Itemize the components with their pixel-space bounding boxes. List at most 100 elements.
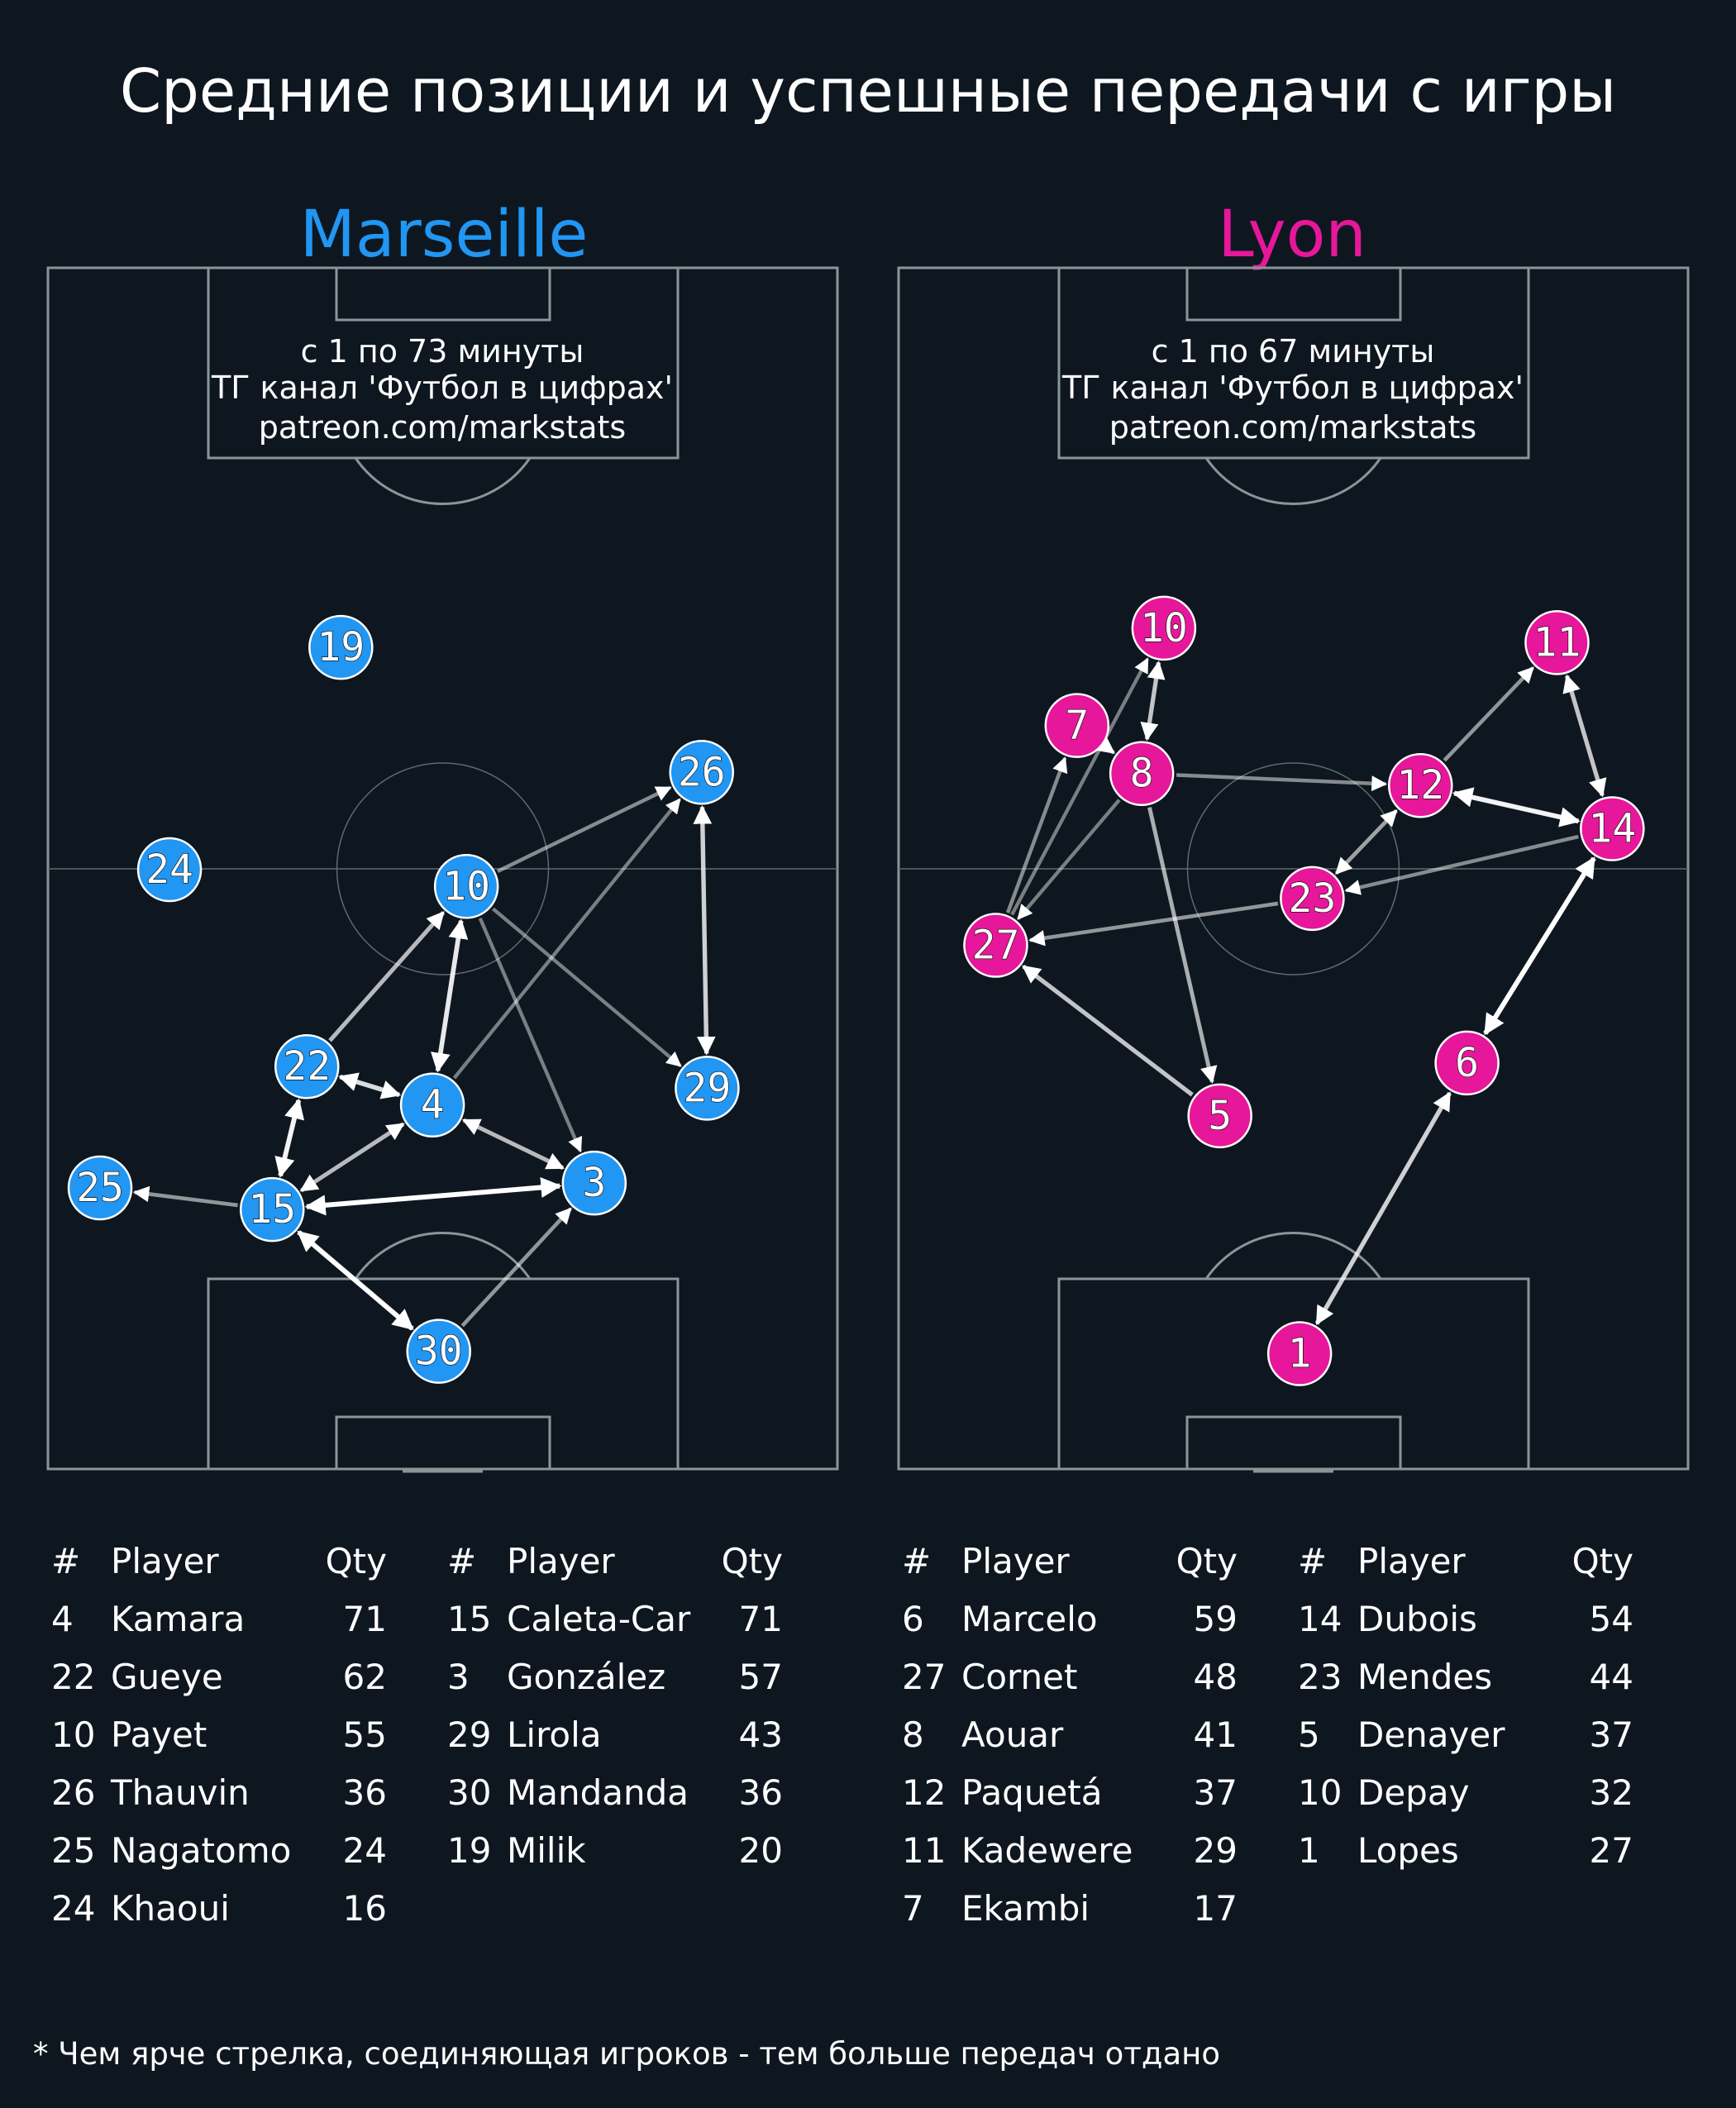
table-cell-qty: 71 (739, 1599, 783, 1639)
pass-arrow-8-to-5 (1147, 807, 1218, 1084)
footnote: * Чем ярче стрелка, соединяющая игроков … (33, 2036, 1220, 2072)
pass-arrow-10-to-8 (1140, 661, 1166, 742)
team-name-lyon: Lyon (1218, 198, 1366, 272)
pass-arrow-4-to-3 (461, 1118, 565, 1171)
player-marker (1388, 752, 1453, 818)
table-cell-player: Dubois (1357, 1599, 1477, 1639)
player-node-6: 6 (1434, 1030, 1500, 1096)
table-cell-number: 25 (51, 1830, 95, 1871)
table-cell-player: Mandanda (507, 1772, 689, 1813)
pass-arrow-30-to-15 (297, 1230, 414, 1331)
table-header: Qty (1176, 1541, 1238, 1581)
table-cell-qty: 24 (343, 1830, 387, 1871)
player-node-1: 1 (1266, 1321, 1333, 1386)
pass-arrow-27-to-10 (1010, 657, 1150, 916)
table-header: # (51, 1541, 80, 1581)
player-number: 1 (1288, 1331, 1312, 1377)
top-penalty-arc (1204, 457, 1382, 505)
table-cell-number: 3 (447, 1657, 470, 1697)
bottom-goal-area (335, 1415, 551, 1471)
player-number: 11 (1533, 619, 1581, 665)
player-number: 23 (1289, 875, 1337, 922)
table-cell-player: Khaoui (111, 1888, 230, 1929)
bottom-penalty-arc (354, 1232, 532, 1280)
player-node-22: 22 (274, 1033, 340, 1099)
player-table: # Player Qty 14 Dubois 54 23 Mendes 44 5 Denayer 37… (1298, 1541, 1633, 1871)
player-marker (1580, 796, 1645, 861)
table-cell-qty: 37 (1194, 1772, 1238, 1813)
center-circle (1186, 762, 1400, 975)
table-header: Player (1357, 1541, 1466, 1581)
info-patreon: patreon.com/markstats (1109, 409, 1476, 446)
player-number: 10 (442, 863, 490, 909)
table-cell-number: 15 (447, 1599, 491, 1639)
player-marker (1266, 1321, 1333, 1386)
player-number: 25 (76, 1165, 124, 1211)
player-marker (675, 1056, 740, 1121)
table-cell-number: 23 (1298, 1657, 1342, 1697)
player-marker (561, 1150, 627, 1216)
top-goal-area (335, 266, 551, 322)
table-header: Qty (722, 1541, 783, 1581)
table-cell-player: Paquetá (961, 1772, 1103, 1813)
table-cell-number: 10 (51, 1715, 95, 1755)
pass-arrow-15-to-4 (299, 1122, 405, 1193)
player-node-25: 25 (67, 1155, 133, 1221)
table-cell-player: González (507, 1657, 665, 1697)
table-cell-qty: 43 (739, 1715, 783, 1755)
table-cell-qty: 41 (1194, 1715, 1238, 1755)
table-cell-number: 10 (1298, 1772, 1342, 1813)
pass-arrow-15-to-3 (304, 1176, 562, 1216)
pass-arrows-lyon (1005, 657, 1607, 1326)
table-header: # (1298, 1541, 1327, 1581)
player-marker (136, 837, 203, 903)
info-period: с 1 по 73 минуты (301, 333, 584, 370)
player-marker (669, 740, 734, 805)
table-cell-qty: 36 (343, 1772, 387, 1813)
table-cell-qty: 59 (1194, 1599, 1238, 1639)
player-marker (1131, 595, 1197, 661)
pass-arrows-marseille (132, 785, 716, 1331)
table-cell-number: 29 (447, 1715, 491, 1755)
top-penalty-arc (354, 457, 532, 505)
table-header: Player (507, 1541, 615, 1581)
pass-arrow-10-to-29 (491, 907, 682, 1068)
info-channel: ТГ канал 'Футбол в цифрах' (1061, 370, 1524, 406)
table-cell-player: Lopes (1357, 1830, 1459, 1871)
table-cell-number: 4 (51, 1599, 74, 1639)
player-marker (1044, 693, 1110, 758)
figure-title: Средние позиции и успешные передачи с иг… (120, 56, 1616, 126)
table-cell-number: 12 (902, 1772, 946, 1813)
player-node-8: 8 (1109, 741, 1175, 806)
bottom-goal-area (1185, 1415, 1402, 1471)
player-node-11: 11 (1524, 610, 1590, 675)
table-header: Player (961, 1541, 1070, 1581)
pass-arrow-12-to-11 (1443, 666, 1535, 762)
player-number: 26 (678, 749, 726, 795)
pass-arrow-4-to-26 (452, 798, 682, 1080)
info-channel: ТГ канал 'Футбол в цифрах' (211, 370, 673, 406)
pass-arrow-15-to-22 (274, 1098, 305, 1178)
player-table: # Player Qty 15 Caleta-Car 71 3 González 57 29 Lir… (447, 1541, 783, 1871)
table-cell-player: Aouar (961, 1715, 1064, 1755)
player-node-3: 3 (561, 1150, 627, 1216)
player-marker (1434, 1030, 1500, 1096)
top-goal-area (1185, 266, 1402, 322)
table-cell-qty: 48 (1194, 1657, 1238, 1697)
pass-arrow-23-to-12 (1334, 808, 1398, 875)
player-number: 8 (1130, 751, 1154, 797)
player-number: 30 (415, 1328, 463, 1375)
player-number: 7 (1065, 703, 1089, 749)
table-cell-number: 5 (1298, 1715, 1320, 1755)
player-marker (1109, 741, 1175, 806)
table-header: # (447, 1541, 476, 1581)
table-cell-qty: 32 (1590, 1772, 1633, 1813)
table-cell-number: 26 (51, 1772, 95, 1813)
player-number: 27 (972, 922, 1020, 968)
player-marker (1187, 1083, 1252, 1149)
pass-arrow-1-to-6 (1314, 1091, 1452, 1326)
pass-arrow-5-to-27 (1022, 964, 1194, 1097)
player-marker (406, 1319, 471, 1384)
table-cell-player: Cornet (961, 1657, 1077, 1697)
